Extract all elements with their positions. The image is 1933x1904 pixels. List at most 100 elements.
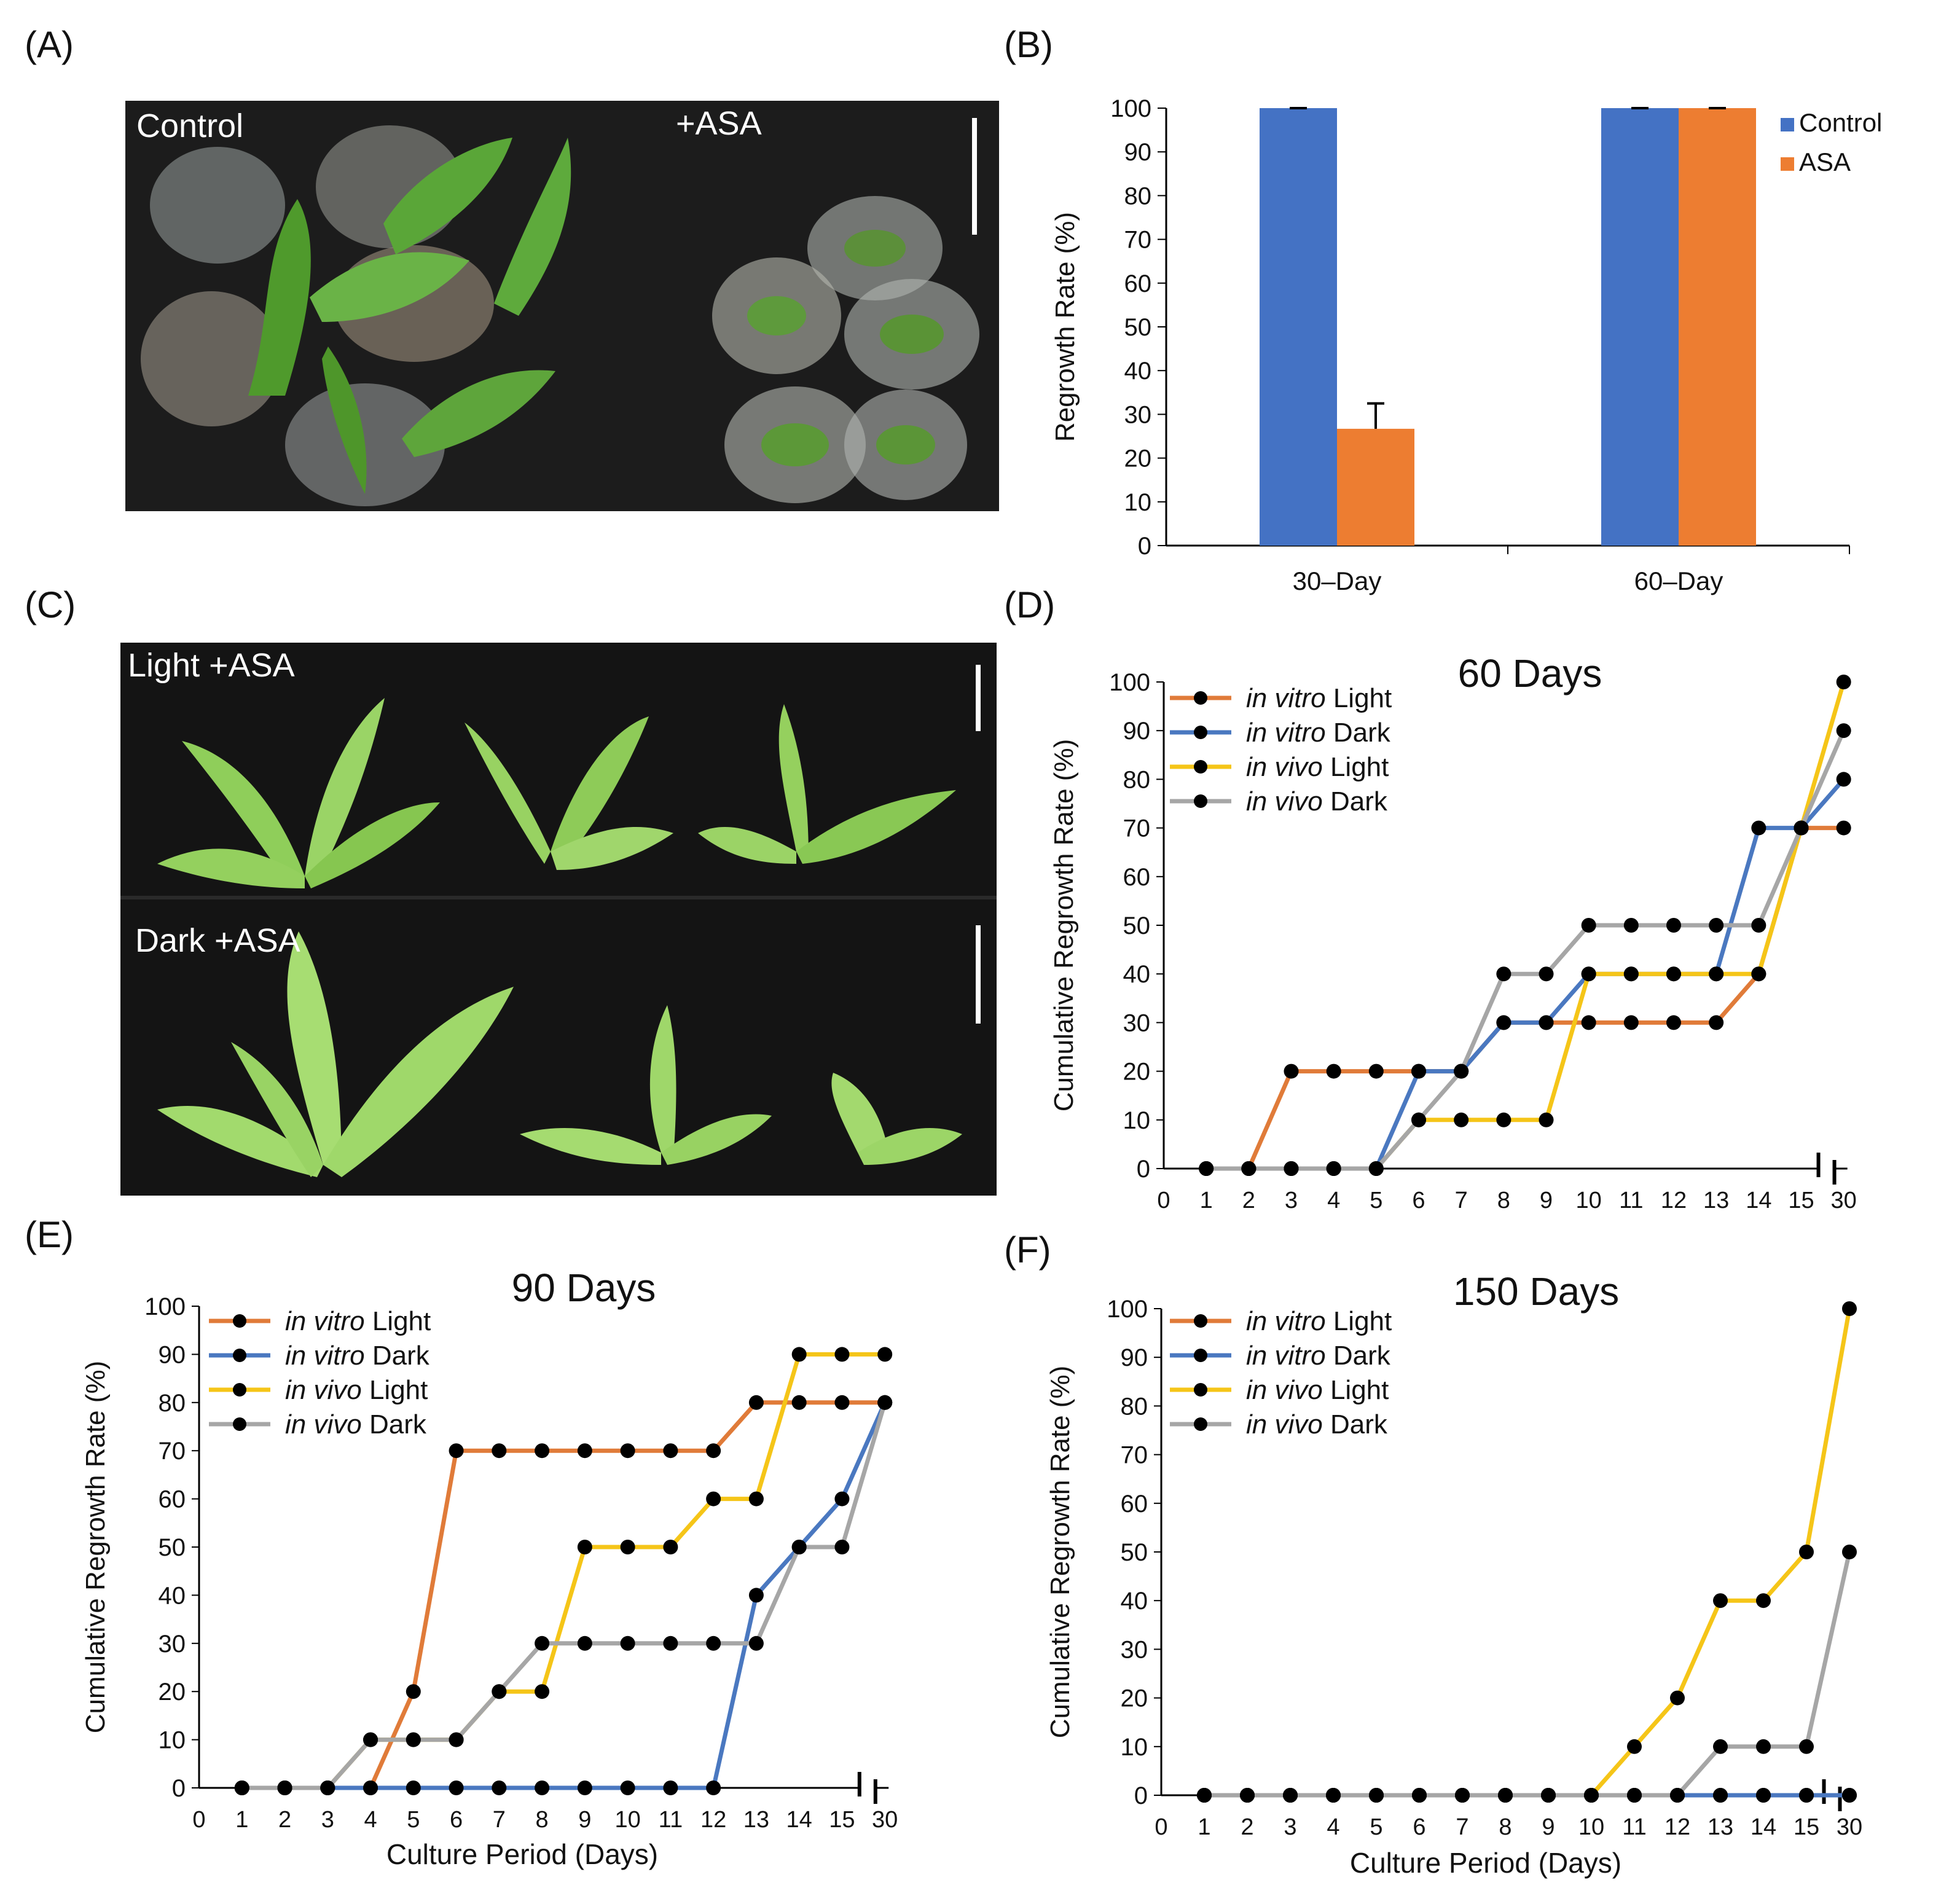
- legend-marker: [1194, 794, 1207, 808]
- y-tick-label: 0: [1134, 1782, 1148, 1809]
- data-point-in-vivo-dark: [1496, 966, 1512, 982]
- x-tick-label: 15: [829, 1807, 855, 1833]
- legend-label-in-vitro-light: in vitro Light: [1246, 683, 1392, 713]
- data-point-in-vivo-dark: [1666, 918, 1681, 933]
- y-tick-label: 50: [159, 1534, 186, 1561]
- legend-label-rest: Light: [1323, 1375, 1389, 1405]
- x-tick-label: 30: [1831, 1188, 1857, 1213]
- legend-label-in-vivo-light: in vivo Light: [1246, 752, 1389, 782]
- data-point-in-vivo-dark: [791, 1540, 807, 1554]
- x-tick-label: 0: [1155, 1814, 1167, 1840]
- x-tick-label: 4: [1327, 1814, 1339, 1840]
- y-tick-label: 70: [1124, 227, 1152, 254]
- y-tick-label: 50: [1121, 1539, 1148, 1566]
- data-point-in-vivo-dark: [1584, 1788, 1599, 1803]
- data-point-in-vitro-dark: [748, 1588, 764, 1603]
- legend-label-in-vivo-dark: in vivo Dark: [1246, 1409, 1388, 1440]
- data-point-in-vitro-dark: [577, 1781, 592, 1795]
- legend-label-in-vivo-light: in vivo Light: [1246, 1375, 1389, 1405]
- data-point-in-vivo-dark: [277, 1781, 292, 1795]
- data-point-in-vitro-dark: [1539, 1015, 1554, 1030]
- y-tick-label: 90: [159, 1341, 186, 1368]
- x-tick-label: 13: [743, 1807, 769, 1833]
- data-point-in-vivo-dark: [1197, 1788, 1212, 1803]
- panel-label-e: (E): [25, 1214, 74, 1255]
- data-point-in-vitro-dark: [492, 1781, 507, 1795]
- asa-beads-illustration: [712, 196, 979, 503]
- data-point-in-vivo-dark: [1326, 1161, 1341, 1176]
- legend-label-italic: in vitro: [1246, 718, 1326, 748]
- legend-label-in-vitro-dark: in vitro Dark: [1246, 718, 1391, 748]
- x-tick-label: 10: [1578, 1814, 1604, 1840]
- legend-label-in-vivo-light: in vivo Light: [285, 1375, 428, 1405]
- x-tick-label: 15: [1788, 1188, 1814, 1213]
- legend-label-rest: Dark: [1323, 786, 1388, 817]
- x-tick-label: 5: [1370, 1188, 1382, 1213]
- legend-label-in-vitro-dark: in vitro Dark: [285, 1341, 430, 1371]
- data-point-in-vivo-dark: [1794, 820, 1809, 836]
- data-point-in-vitro-dark: [1411, 1064, 1426, 1079]
- x-tick-label: 0: [1157, 1188, 1170, 1213]
- data-point-in-vivo-dark: [1369, 1788, 1384, 1803]
- data-point-in-vitro-light: [1284, 1064, 1299, 1079]
- legend-label-italic: in vivo: [1246, 1409, 1323, 1440]
- light-shoots-illustration: [157, 698, 956, 888]
- x-tick-label: 11: [1622, 1814, 1646, 1840]
- data-point-in-vitro-light: [791, 1395, 807, 1410]
- x-tick-label: 4: [364, 1807, 377, 1833]
- legend-marker: [233, 1383, 246, 1397]
- legend-label-italic: in vitro: [1246, 683, 1326, 713]
- data-point-in-vivo-light: [1751, 966, 1766, 982]
- legend-label-rest: Dark: [1326, 718, 1391, 748]
- data-point-in-vivo-light: [1836, 675, 1851, 689]
- y-tick-label: 90: [1121, 1344, 1148, 1371]
- bar-chart-b: 0 10 20 30 40 50 60 70 80 90 100 30–Day 60–Day Regrow…: [1050, 95, 1882, 595]
- data-point-in-vivo-dark: [620, 1636, 635, 1651]
- legend-label-rest: Light: [1323, 752, 1389, 782]
- y-tick-label: 30: [1123, 1009, 1151, 1036]
- data-point-in-vivo-dark: [663, 1636, 678, 1651]
- data-point-in-vivo-dark: [449, 1732, 464, 1747]
- data-point-in-vivo-light: [1666, 966, 1681, 982]
- x-tick-label: 1: [1198, 1814, 1210, 1840]
- data-point-in-vitro-light: [535, 1443, 550, 1459]
- data-point-in-vivo-light: [791, 1347, 807, 1362]
- y-tick-label: 80: [1123, 766, 1151, 793]
- data-point-in-vivo-dark: [406, 1732, 421, 1747]
- data-point-in-vitro-dark: [406, 1781, 421, 1795]
- data-point-in-vivo-light: [1539, 1112, 1554, 1127]
- y-axis-label: Regrowth Rate (%): [1050, 212, 1080, 442]
- data-point-in-vitro-light: [1368, 1064, 1384, 1079]
- data-point-in-vivo-dark: [1241, 1161, 1257, 1176]
- data-point-in-vivo-light: [1454, 1112, 1469, 1127]
- y-tick-label: 30: [159, 1631, 186, 1658]
- data-point-in-vivo-light: [877, 1347, 893, 1362]
- dark-shoots-illustration: [157, 931, 962, 1177]
- x-tick-label: 6: [1412, 1188, 1425, 1213]
- legend-label-rest: Light: [1326, 683, 1392, 713]
- y-tick-label: 80: [1121, 1393, 1148, 1420]
- data-point-in-vitro-light: [406, 1684, 421, 1699]
- legend-label-rest: Light: [1326, 1306, 1392, 1336]
- bar-asa-0: [1337, 428, 1414, 546]
- data-point-in-vitro-dark: [663, 1781, 678, 1795]
- y-tick-label: 100: [1109, 669, 1150, 696]
- data-point-in-vitro-light: [1836, 820, 1851, 836]
- x-tick-label: 12: [700, 1807, 726, 1833]
- series-line-in-vivo-dark: [1206, 729, 1846, 1171]
- data-point-in-vivo-dark: [706, 1636, 721, 1651]
- legend-label-italic: in vitro: [1246, 1306, 1326, 1336]
- data-point-in-vivo-light: [1623, 966, 1639, 982]
- x-tick-label: 14: [1746, 1188, 1771, 1213]
- legend-label-rest: Dark: [1323, 1409, 1388, 1440]
- photo-label-asa: +ASA: [676, 105, 762, 142]
- y-tick-label: 60: [1123, 864, 1151, 891]
- legend-label-italic: in vivo: [285, 1375, 362, 1405]
- panel-label-f: (F): [1004, 1229, 1051, 1271]
- data-point-in-vivo-light: [620, 1540, 635, 1554]
- x-tick-label: 4: [1327, 1188, 1340, 1213]
- x-tick-label: 7: [1455, 1188, 1468, 1213]
- x-tick-label: 10: [614, 1807, 640, 1833]
- data-point-in-vitro-dark: [1496, 1015, 1512, 1030]
